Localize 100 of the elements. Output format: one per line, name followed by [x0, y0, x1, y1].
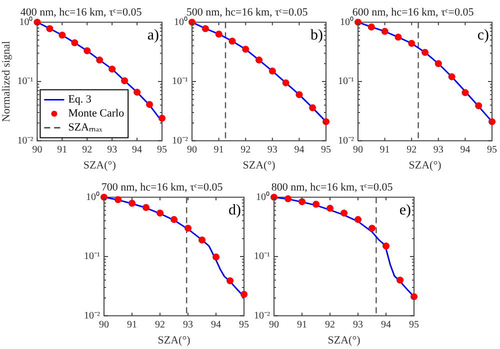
x-tick-label: 93: [353, 319, 363, 330]
x-tick-label: 94: [294, 144, 304, 156]
point: [296, 91, 303, 98]
point: [170, 216, 178, 224]
point: [226, 277, 234, 284]
point: [58, 32, 66, 39]
x-tick-label: 93: [433, 144, 444, 156]
x-axis-title: SZA(°): [83, 159, 116, 172]
point: [268, 68, 276, 75]
annotation: b): [310, 28, 323, 44]
point: [354, 216, 362, 224]
point: [228, 38, 236, 45]
legend-label: Monte Carlo: [68, 108, 125, 120]
x-tick-label: 90: [187, 144, 197, 156]
x-tick-label: 91: [297, 319, 307, 330]
point: [475, 102, 482, 110]
annotation: e): [399, 202, 411, 219]
point: [322, 118, 330, 126]
point: [326, 204, 334, 212]
point: [242, 46, 250, 53]
y-tick-label: 10⁻²: [338, 135, 354, 146]
point: [284, 195, 292, 202]
point: [381, 28, 388, 35]
chart-title: 700 nm, hc=16 km, τᶜ=0.05: [101, 181, 224, 194]
x-tick-label: 92: [240, 144, 251, 156]
chart-title: 600 nm, hc=16 km, τᶜ=0.05: [352, 6, 474, 18]
point: [46, 25, 54, 32]
x-tick-label: 90: [353, 144, 363, 156]
annotation: d): [228, 202, 241, 219]
point: [312, 200, 320, 208]
point: [396, 276, 404, 284]
y-tick-label: 10⁻¹: [254, 251, 270, 262]
x-tick-label: 92: [406, 144, 417, 156]
point: [108, 66, 116, 73]
point: [198, 236, 206, 244]
y-tick-label: 10⁻¹: [84, 251, 100, 262]
point: [184, 224, 192, 232]
point: [354, 18, 362, 26]
point: [368, 224, 376, 232]
x-tick-label: 91: [214, 144, 224, 156]
y-tick-label: 10⁻²: [17, 135, 34, 146]
x-tick-label: 94: [132, 144, 142, 156]
point: [240, 290, 248, 298]
x-tick-label: 93: [107, 144, 118, 156]
point: [212, 254, 220, 261]
point: [128, 200, 136, 207]
y-tick-label: 10⁻¹: [172, 76, 188, 88]
point: [394, 34, 402, 41]
chart-title: 500 nm, hc=16 km, τᶜ=0.05: [186, 6, 308, 18]
x-tick-label: 92: [82, 144, 92, 156]
y-tick-label: 10⁻²: [254, 310, 270, 322]
x-tick-label: 90: [99, 319, 109, 330]
point: [340, 210, 348, 217]
x-tick-label: 94: [211, 319, 221, 330]
point: [410, 293, 418, 300]
y-tick-label: 10⁰: [86, 190, 100, 203]
point: [146, 100, 154, 108]
point: [488, 118, 496, 126]
point: [188, 18, 196, 26]
y-tick-label: 10⁰: [256, 190, 270, 203]
x-tick-label: 95: [487, 144, 497, 156]
x-tick-label: 90: [269, 319, 279, 330]
point: [270, 194, 278, 201]
x-tick-label: 92: [155, 319, 165, 330]
y-axis-title: Normalized signal: [0, 41, 12, 122]
x-tick-label: 95: [239, 319, 249, 330]
point: [382, 242, 390, 250]
x-tick-label: 93: [183, 319, 193, 330]
y-tick-label: 10⁰: [340, 16, 354, 28]
x-axis-title: SZA(°): [242, 159, 276, 172]
annotation: c): [477, 28, 489, 44]
x-tick-label: 92: [325, 319, 335, 330]
annotation: a): [147, 28, 159, 44]
point: [100, 194, 108, 201]
x-axis-title: SZA(°): [408, 159, 442, 172]
point: [158, 114, 166, 122]
legend-label: SZAₘₐₓ: [68, 122, 103, 134]
point: [84, 47, 91, 54]
point: [448, 73, 456, 80]
point: [142, 204, 150, 212]
x-tick-label: 94: [381, 319, 391, 330]
point: [422, 48, 428, 56]
x-tick-label: 94: [460, 144, 470, 156]
x-tick-label: 90: [32, 144, 42, 156]
point: [282, 79, 290, 86]
x-tick-label: 95: [409, 319, 419, 330]
point: [462, 89, 469, 96]
legend-label: Eq. 3: [68, 94, 92, 106]
point: [96, 56, 104, 64]
y-tick-label: 10⁻²: [84, 310, 100, 322]
point: [114, 196, 122, 204]
y-tick-label: 10⁻¹: [17, 76, 34, 88]
y-tick-label: 10⁻¹: [338, 76, 354, 88]
x-tick-label: 95: [321, 144, 331, 156]
point: [368, 24, 375, 30]
point: [215, 30, 222, 38]
x-tick-label: 91: [380, 144, 390, 156]
x-axis-title: SZA(°): [328, 334, 361, 346]
y-tick-label: 10⁻²: [172, 135, 188, 146]
point: [256, 56, 262, 64]
